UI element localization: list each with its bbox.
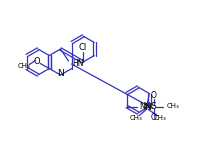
- Text: CH₃: CH₃: [130, 114, 143, 121]
- Text: S: S: [151, 102, 157, 111]
- Text: CH₃: CH₃: [18, 62, 31, 69]
- Text: O: O: [151, 113, 157, 122]
- Text: NH: NH: [140, 102, 151, 111]
- Text: CH₃: CH₃: [167, 104, 179, 109]
- Text: N: N: [144, 103, 151, 112]
- Text: O: O: [34, 57, 41, 66]
- Text: HN: HN: [73, 58, 84, 68]
- Text: N: N: [57, 70, 64, 78]
- Text: O: O: [151, 91, 157, 100]
- Text: Cl: Cl: [79, 43, 87, 53]
- Text: CH₃: CH₃: [154, 114, 167, 121]
